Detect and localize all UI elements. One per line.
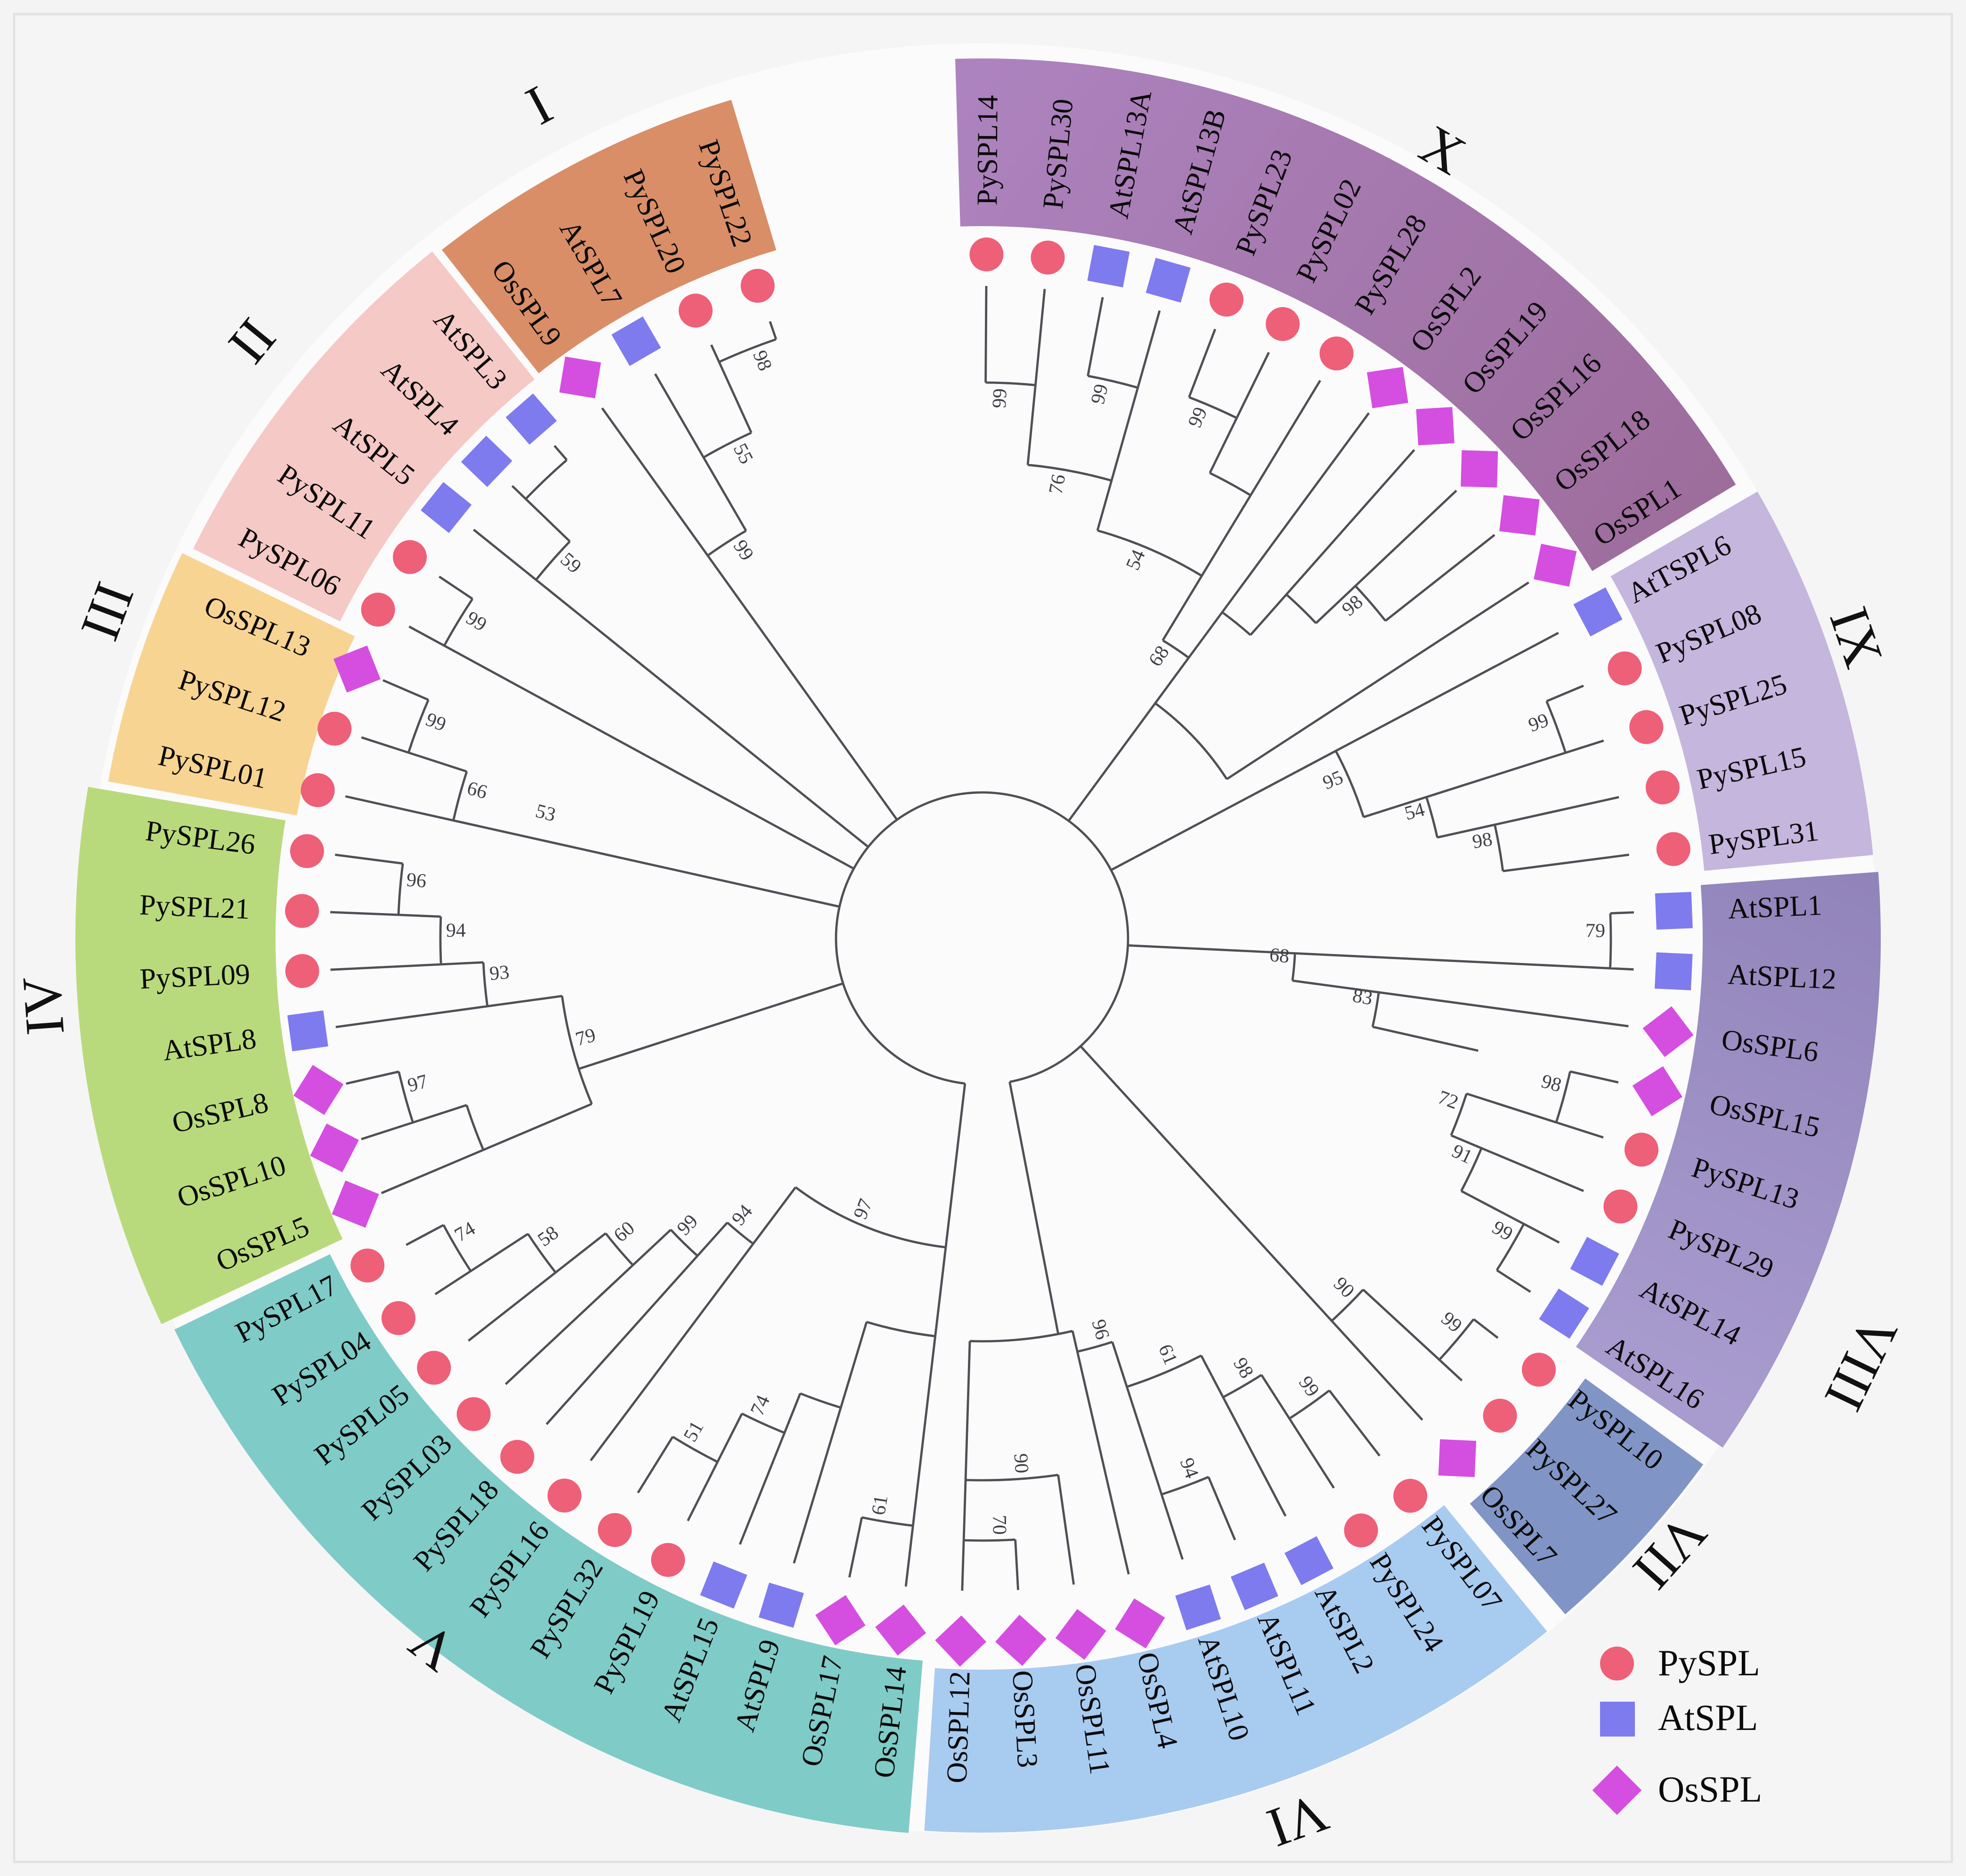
svg-text:IV: IV bbox=[10, 974, 76, 1037]
svg-text:PySPL: PySPL bbox=[1658, 1642, 1760, 1683]
svg-text:AtSPL12: AtSPL12 bbox=[1727, 958, 1837, 995]
svg-text:OsSPL12: OsSPL12 bbox=[941, 1671, 976, 1784]
svg-text:93: 93 bbox=[488, 962, 510, 985]
svg-text:OsSPL3: OsSPL3 bbox=[1006, 1670, 1043, 1769]
svg-text:98: 98 bbox=[1470, 828, 1494, 853]
svg-text:PySPL09: PySPL09 bbox=[139, 958, 251, 995]
svg-text:76: 76 bbox=[1045, 473, 1070, 496]
svg-text:99: 99 bbox=[1087, 382, 1113, 406]
svg-text:96: 96 bbox=[406, 869, 427, 892]
svg-text:83: 83 bbox=[1351, 985, 1374, 1010]
svg-text:AtSPL1: AtSPL1 bbox=[1727, 889, 1822, 925]
svg-text:68: 68 bbox=[1268, 944, 1290, 968]
svg-text:AtSPL: AtSPL bbox=[1658, 1697, 1758, 1738]
svg-text:70: 70 bbox=[988, 1515, 1010, 1535]
svg-text:PySPL21: PySPL21 bbox=[139, 889, 251, 925]
svg-text:PySPL14: PySPL14 bbox=[971, 95, 1004, 205]
svg-text:61: 61 bbox=[868, 1493, 892, 1517]
svg-text:99: 99 bbox=[989, 388, 1011, 408]
svg-text:79: 79 bbox=[1585, 920, 1605, 942]
svg-text:OsSPL: OsSPL bbox=[1658, 1769, 1762, 1810]
svg-text:94: 94 bbox=[446, 920, 466, 941]
svg-text:90: 90 bbox=[1010, 1453, 1032, 1474]
